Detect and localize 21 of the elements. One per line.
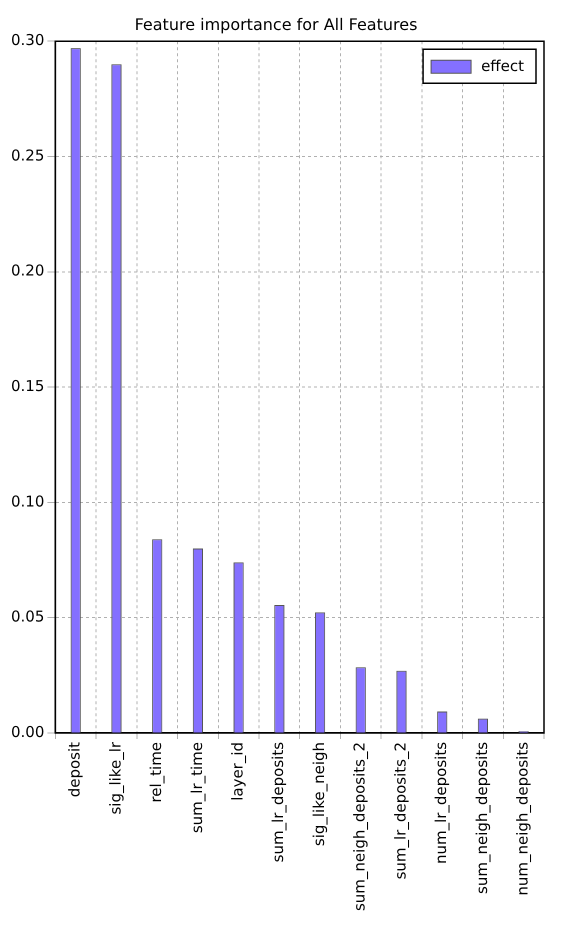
x-tick-label: num_neigh_deposits	[514, 742, 532, 896]
legend-label: effect	[481, 57, 524, 76]
y-tick-label: 0.05	[10, 608, 44, 626]
y-tick-label: 0.00	[10, 722, 44, 741]
y-tick-label: 0.20	[10, 262, 44, 280]
x-tick-label: sum_neigh_deposits_2	[350, 742, 369, 912]
chart-title: Feature importance for All Features	[134, 14, 418, 34]
x-tick-label: sig_like_lr	[106, 741, 124, 815]
x-tick-label: layer_id	[228, 742, 247, 801]
x-tick-label: deposit	[66, 742, 84, 798]
x-tick-label: num_lr_deposits	[432, 742, 450, 864]
x-tick-label: sum_lr_time	[188, 742, 206, 834]
x-tick-label: sum_lr_deposits	[269, 742, 288, 862]
x-tick-label: sig_like_neigh	[310, 742, 328, 846]
x-tick-label: sum_neigh_deposits	[472, 742, 491, 894]
x-tick-label: rel_time	[147, 742, 166, 803]
x-tick-label: sum_lr_deposits_2	[391, 742, 410, 880]
y-tick-label: 0.10	[10, 492, 44, 510]
y-tick-label: 0.30	[10, 31, 44, 50]
y-tick-label: 0.15	[10, 376, 44, 395]
y-tick-label: 0.25	[10, 146, 44, 164]
